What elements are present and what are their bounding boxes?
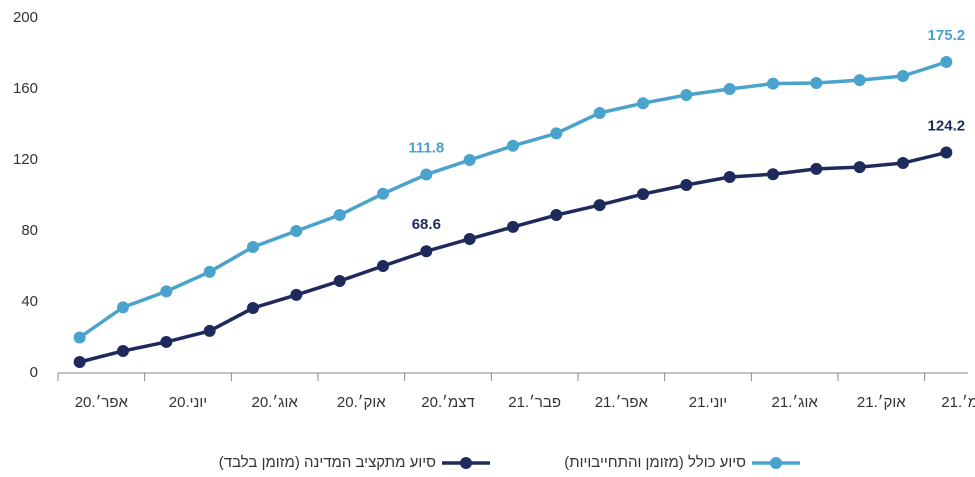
value-label: 175.2 [928, 27, 966, 44]
point [637, 97, 649, 110]
x-tick-label: אוג׳.20 [252, 394, 299, 411]
point [680, 89, 693, 102]
point [680, 179, 693, 192]
point [73, 355, 86, 368]
point [507, 220, 519, 233]
value-label: 111.8 [408, 140, 444, 157]
point [333, 275, 346, 288]
x-tick-label: פבר׳.21 [508, 394, 561, 411]
x-tick-label: יוני.21 [689, 394, 727, 411]
point [247, 240, 259, 253]
point [897, 70, 909, 83]
point [247, 302, 259, 315]
series-line [78, 60, 947, 339]
y-tick-label: 120 [13, 151, 38, 168]
y-tick-label: 80 [21, 222, 38, 239]
x-tick-label: דצמ׳.20 [421, 394, 474, 411]
legend-label: סיוע מתקציב המדינה (מזומן בלבד) [219, 454, 436, 471]
point [420, 168, 433, 181]
point [723, 83, 736, 95]
x-tick-label: אוק׳.20 [337, 394, 386, 411]
point [160, 335, 173, 348]
point [73, 331, 86, 344]
point [723, 171, 736, 184]
x-tick-label: אוג׳.21 [772, 394, 819, 411]
y-tick-label: 40 [21, 293, 38, 310]
point [897, 157, 909, 170]
point [333, 209, 346, 222]
point [203, 324, 216, 337]
point [853, 161, 866, 174]
value-label: 124.2 [928, 118, 966, 135]
point [117, 344, 129, 357]
value-label: 68.6 [412, 216, 441, 233]
point [810, 162, 823, 175]
point [420, 245, 433, 258]
point [290, 288, 303, 301]
point [940, 56, 953, 69]
legend-marker [460, 457, 472, 469]
x-tick-label: אפר׳.21 [595, 394, 649, 411]
y-tick-label: 0 [30, 364, 38, 381]
legend-marker [770, 457, 782, 469]
x-tick-label: אפר׳.20 [75, 394, 129, 411]
x-tick-label: יוני.20 [169, 394, 207, 411]
point [507, 139, 519, 152]
x-tick-label: דצמ׳.21 [941, 394, 975, 411]
point [290, 225, 303, 237]
y-tick-label: 160 [13, 80, 38, 97]
point [593, 106, 606, 119]
point [810, 76, 823, 89]
point [940, 146, 953, 159]
point [117, 301, 129, 314]
point [593, 199, 606, 212]
point [637, 188, 649, 201]
point [767, 77, 779, 90]
point [160, 285, 173, 298]
point [853, 74, 866, 87]
point [463, 154, 476, 166]
y-tick-label: 200 [13, 9, 38, 26]
point [550, 127, 563, 140]
point [377, 259, 389, 272]
legend-label: סיוע כולל (מזומן והתחייבויות) [564, 454, 746, 471]
point [377, 187, 389, 200]
point [463, 232, 476, 245]
point [767, 168, 779, 181]
point [550, 209, 563, 222]
x-tick-label: אוק׳.21 [857, 394, 906, 411]
point [203, 265, 216, 278]
